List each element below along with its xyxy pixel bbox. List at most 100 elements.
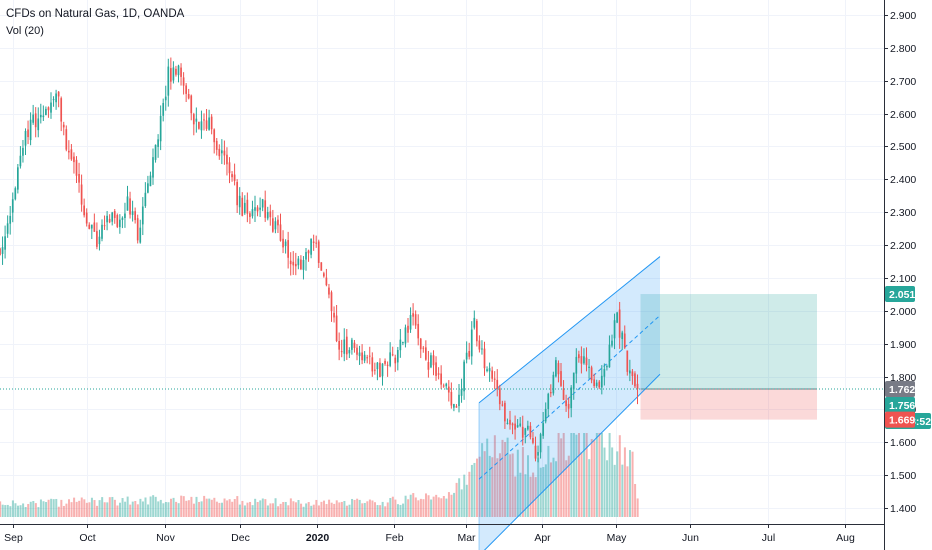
- volume-bar: [170, 498, 172, 517]
- price-tick-label: 2.400: [890, 174, 916, 186]
- volume-bar: [572, 433, 575, 517]
- volume-bar: [103, 502, 106, 517]
- price-tick-label: 2.700: [890, 76, 916, 88]
- volume-bar: [555, 461, 558, 517]
- candle-body: [213, 129, 216, 143]
- candle-body: [233, 174, 236, 181]
- volume-bar: [75, 501, 78, 517]
- candle-body: [335, 315, 338, 341]
- volume-bar: [195, 496, 198, 517]
- candle-body: [17, 167, 19, 190]
- candle-body: [108, 218, 111, 223]
- volume-bar: [141, 501, 144, 517]
- volume-bar: [585, 433, 588, 517]
- volume-bar: [17, 505, 19, 517]
- volume-bar: [85, 502, 88, 517]
- candle-body: [170, 68, 172, 82]
- volume-bar: [623, 447, 626, 517]
- volume-bar: [611, 447, 614, 517]
- volume-bar: [279, 503, 282, 517]
- stop-zone[interactable]: [640, 389, 818, 420]
- volume-bar: [578, 433, 580, 517]
- channel-lower-line[interactable]: [479, 373, 661, 550]
- volume-bar: [493, 435, 496, 517]
- candle-body: [274, 221, 277, 230]
- volume-bar: [198, 501, 201, 517]
- volume-bar: [595, 433, 598, 517]
- candle-body: [134, 211, 136, 221]
- candle-body: [585, 357, 588, 366]
- candle-body: [282, 238, 284, 248]
- candle-body: [425, 347, 427, 360]
- candle-body: [404, 327, 407, 344]
- volume-bar: [384, 506, 387, 517]
- candle-body: [9, 215, 12, 224]
- candle-body: [483, 348, 486, 369]
- candle-body: [376, 362, 379, 370]
- candle-body: [557, 363, 560, 375]
- volume-bar: [108, 497, 111, 517]
- candle-body: [409, 314, 412, 330]
- time-tick-label: Jul: [762, 532, 775, 544]
- volume-bar: [187, 500, 190, 517]
- channel-upper-line[interactable]: [478, 256, 661, 404]
- candle-body: [29, 119, 32, 141]
- price-axis[interactable]: 2.900 2.800 2.700 2.600 2.500 2.400 2.300 2.200…: [884, 10, 916, 515]
- candle-body: [243, 202, 246, 214]
- candle-body: [310, 238, 312, 255]
- volume-bar: [402, 503, 405, 517]
- volume-bar: [233, 499, 236, 517]
- candle-body: [447, 386, 450, 393]
- candle-body: [27, 129, 29, 138]
- target-zone[interactable]: [640, 294, 818, 390]
- volume-bar: [616, 451, 619, 517]
- candle-body: [218, 148, 221, 157]
- candle-body: [47, 107, 50, 111]
- volume-bar: [618, 435, 621, 517]
- candle-body: [93, 222, 96, 232]
- volume-bar: [394, 499, 397, 517]
- candle-body: [389, 352, 391, 366]
- candle-body: [534, 445, 537, 459]
- candle-body: [287, 240, 289, 258]
- entry-price-badge-text: 1.762: [889, 384, 915, 396]
- candle-body: [254, 207, 256, 211]
- volume-bar: [491, 457, 494, 517]
- volume-bar: [560, 438, 563, 517]
- volume-bar: [417, 500, 420, 517]
- candle-body: [190, 95, 193, 114]
- volume-bar: [453, 492, 456, 517]
- volume-bar: [481, 443, 484, 517]
- volume-bar: [139, 498, 142, 517]
- candle-body: [631, 371, 634, 377]
- volume-bar: [629, 450, 631, 517]
- candle-body: [32, 114, 34, 123]
- candle-body: [307, 250, 310, 254]
- candle-body: [113, 211, 116, 218]
- volume-bar: [386, 502, 389, 517]
- volume-bar: [323, 500, 325, 517]
- candle-body: [111, 212, 114, 222]
- candle-body: [154, 144, 157, 160]
- candle-body: [340, 351, 343, 353]
- volume-bar: [427, 495, 430, 517]
- volume-bar: [6, 504, 9, 517]
- candle-body: [14, 188, 17, 200]
- candle-body: [200, 121, 203, 131]
- candle-body: [511, 423, 514, 426]
- price-tick-label: 1.900: [890, 339, 916, 351]
- volume-bar: [19, 505, 22, 517]
- volume-bar: [124, 501, 127, 517]
- time-tick-label: Dec: [231, 532, 250, 544]
- time-axis[interactable]: Sep Oct Nov Dec 2020 Feb Mar Apr May Jun Jul Aug: [4, 524, 855, 544]
- position-zones[interactable]: [640, 294, 818, 420]
- candle-body: [60, 98, 63, 122]
- volume-bar: [532, 472, 535, 517]
- stop-price-badge-text: 1.669: [889, 415, 915, 427]
- volume-bar: [241, 500, 244, 517]
- volume-bar: [88, 502, 91, 517]
- candle-body: [210, 116, 213, 130]
- volume-bar: [504, 442, 507, 517]
